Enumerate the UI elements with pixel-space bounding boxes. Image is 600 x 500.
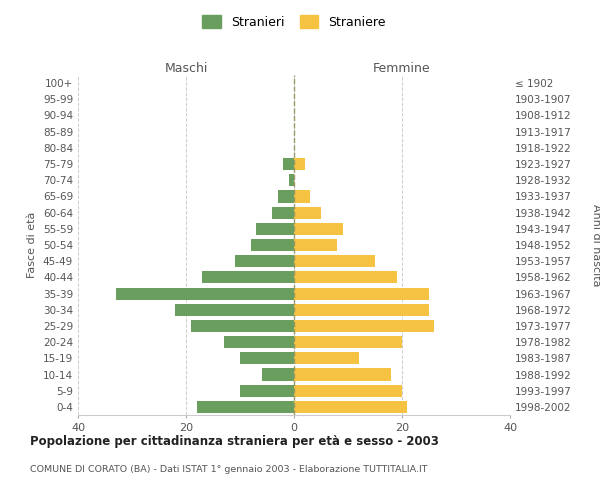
Bar: [256, 222, 294, 235]
Bar: [283, 158, 294, 170]
Bar: [175, 304, 294, 316]
Bar: [240, 352, 294, 364]
Bar: [235, 255, 294, 268]
Bar: [294, 368, 391, 380]
Bar: [251, 239, 294, 251]
Bar: [294, 352, 359, 364]
Bar: [294, 304, 429, 316]
Text: Femmine: Femmine: [373, 62, 431, 75]
Text: Popolazione per cittadinanza straniera per età e sesso - 2003: Popolazione per cittadinanza straniera p…: [30, 435, 439, 448]
Bar: [294, 206, 321, 218]
Bar: [294, 272, 397, 283]
Bar: [289, 174, 294, 186]
Bar: [116, 288, 294, 300]
Bar: [294, 384, 402, 397]
Bar: [294, 320, 434, 332]
Bar: [191, 320, 294, 332]
Bar: [294, 288, 429, 300]
Bar: [197, 401, 294, 413]
Text: COMUNE DI CORATO (BA) - Dati ISTAT 1° gennaio 2003 - Elaborazione TUTTITALIA.IT: COMUNE DI CORATO (BA) - Dati ISTAT 1° ge…: [30, 465, 427, 474]
Bar: [294, 190, 310, 202]
Bar: [294, 158, 305, 170]
Text: Maschi: Maschi: [164, 62, 208, 75]
Bar: [240, 384, 294, 397]
Bar: [294, 239, 337, 251]
Legend: Stranieri, Straniere: Stranieri, Straniere: [199, 11, 389, 32]
Bar: [294, 222, 343, 235]
Bar: [294, 401, 407, 413]
Bar: [224, 336, 294, 348]
Bar: [272, 206, 294, 218]
Bar: [278, 190, 294, 202]
Y-axis label: Fasce di età: Fasce di età: [28, 212, 37, 278]
Bar: [294, 336, 402, 348]
Bar: [202, 272, 294, 283]
Bar: [262, 368, 294, 380]
Y-axis label: Anni di nascita: Anni di nascita: [591, 204, 600, 286]
Bar: [294, 255, 375, 268]
